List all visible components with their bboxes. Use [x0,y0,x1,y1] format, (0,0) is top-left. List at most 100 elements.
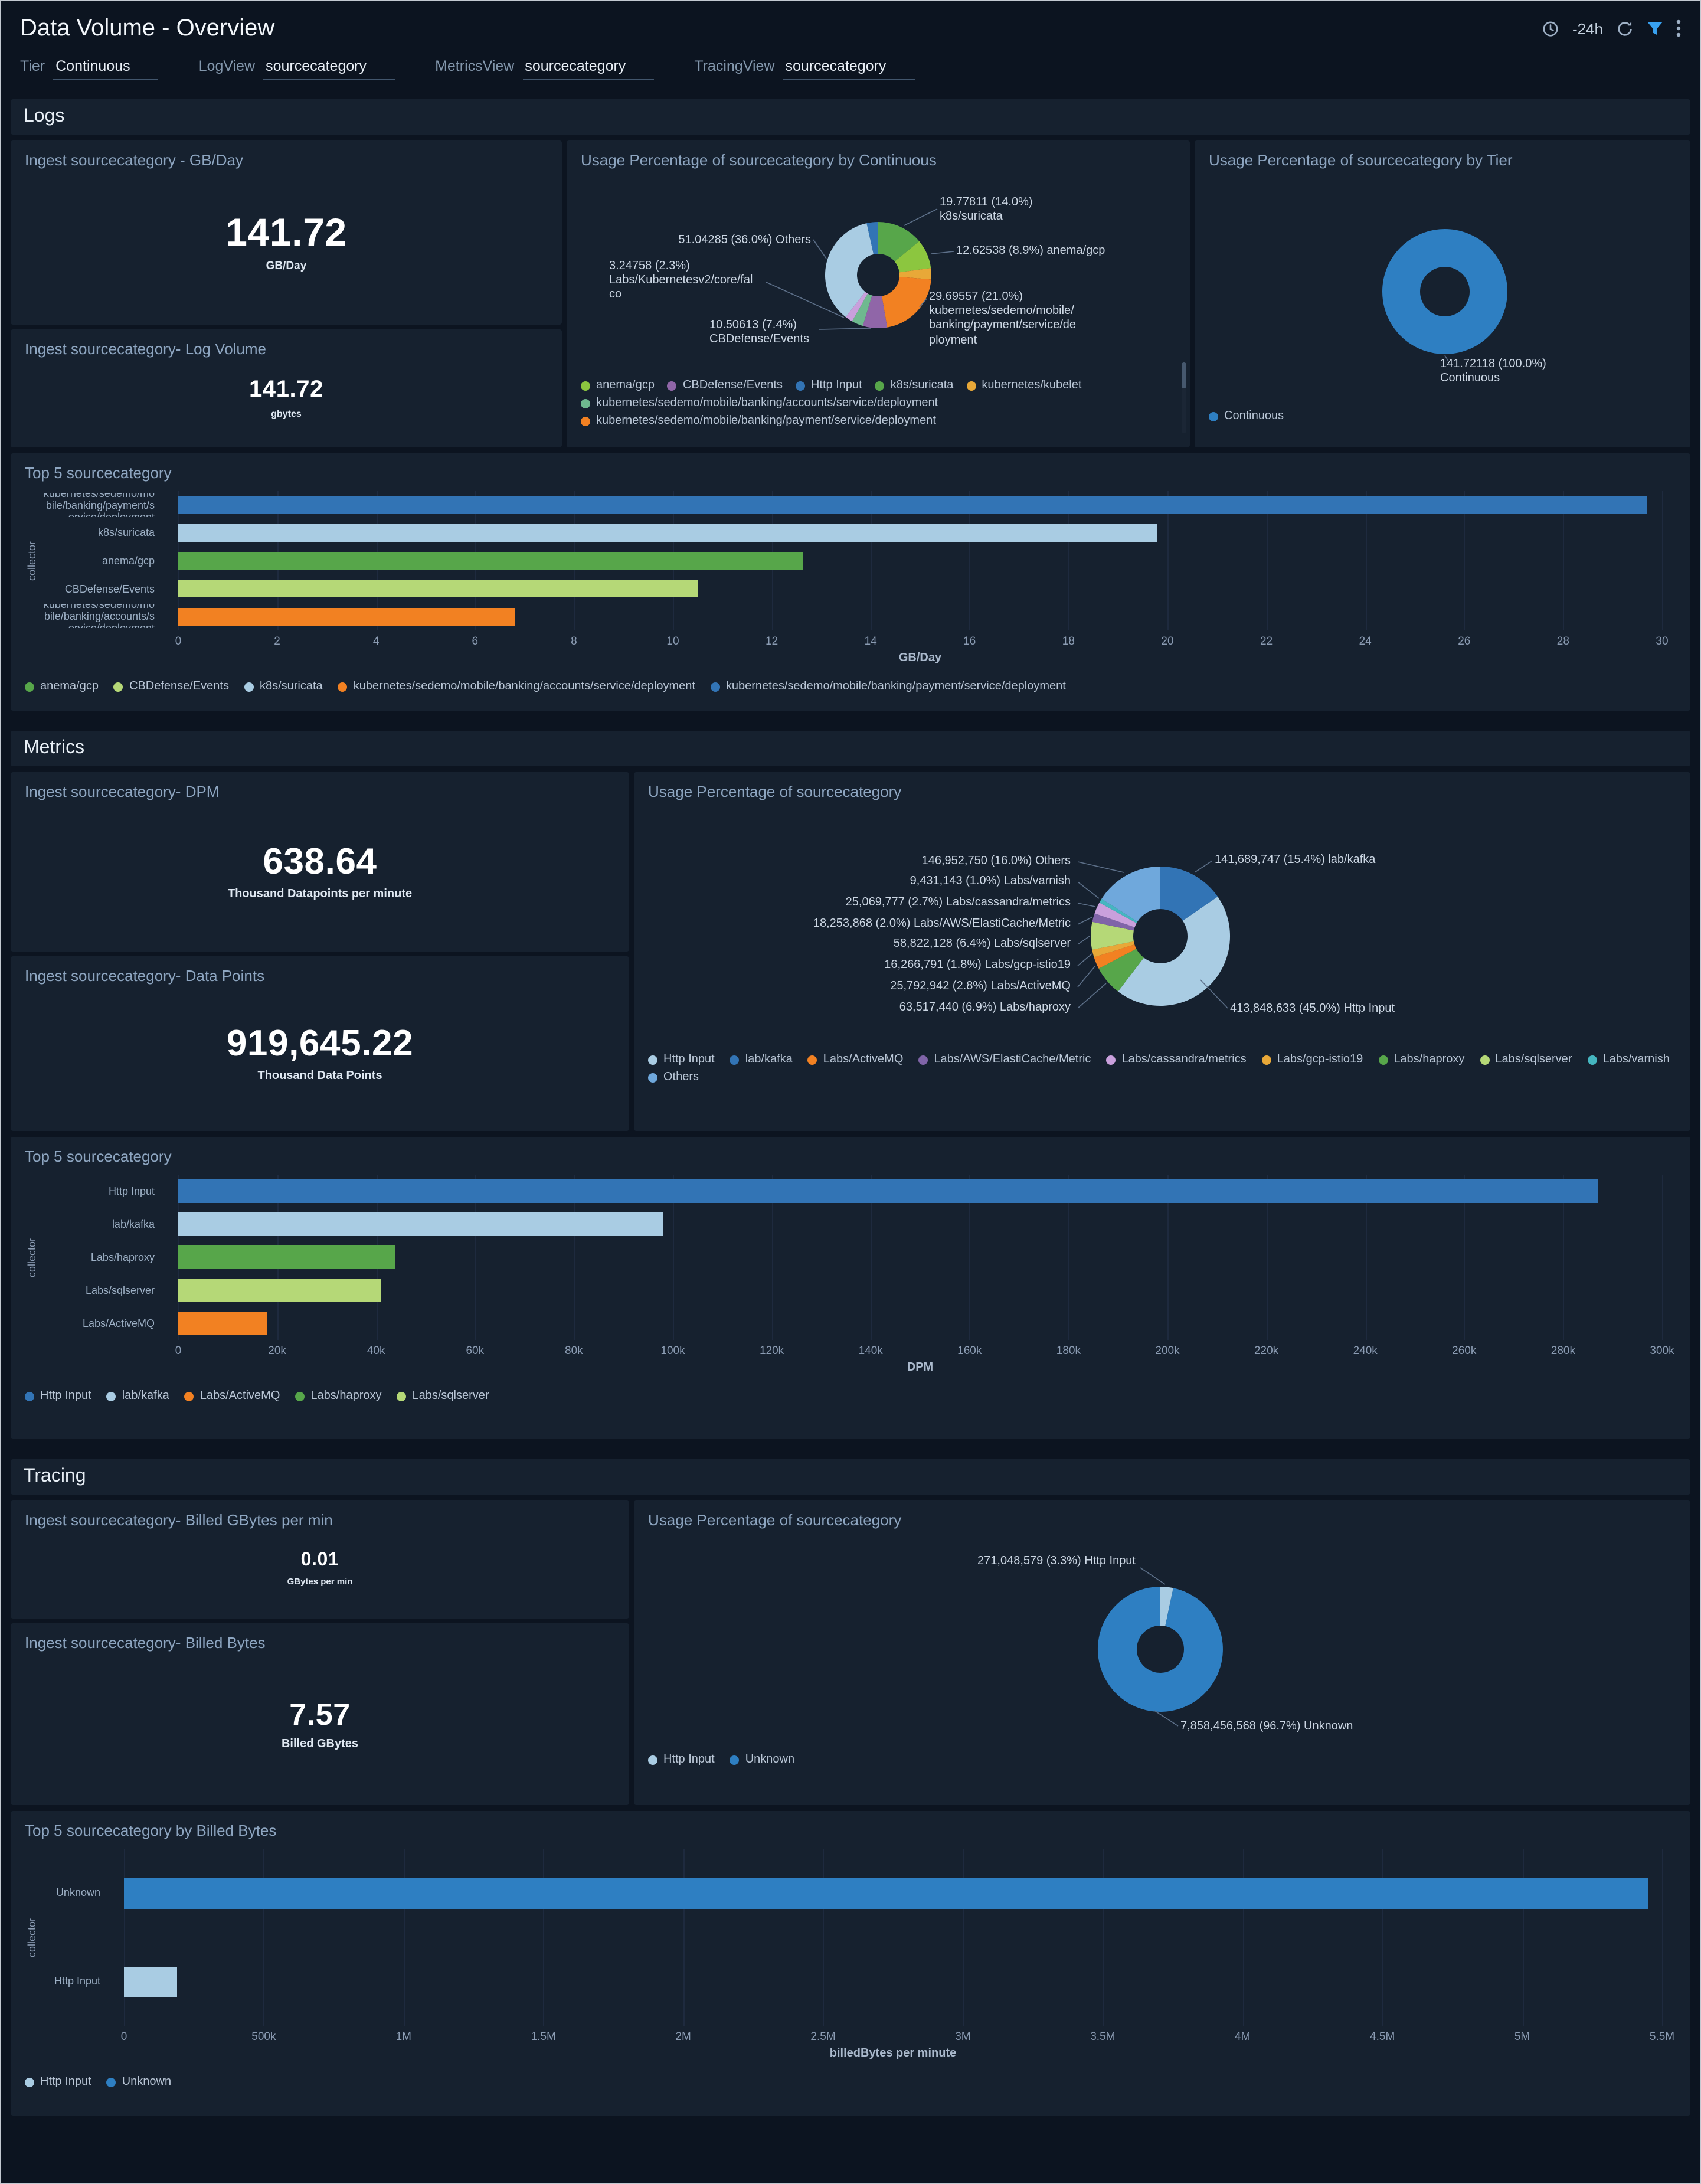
donut-slice[interactable] [862,295,888,328]
donut-slice[interactable] [1094,903,1137,927]
donut-slice[interactable] [852,293,872,326]
legend-dot [1209,411,1218,421]
legend-item[interactable]: Unknown [730,1753,794,1766]
big-value: 919,645.22 [226,1022,414,1064]
legend-item[interactable]: kubernetes/sedemo/mobile/banking/account… [338,680,695,693]
donut-slice[interactable] [1160,867,1218,921]
legend-dot [244,682,254,691]
legend-item[interactable]: Http Input [648,1753,715,1766]
metrics-usage-donut[interactable]: 146,952,750 (16.0%) Others 9,431,143 (1.0… [648,803,1676,1046]
legend-dot [648,1073,657,1082]
panel-title: Top 5 sourcecategory by Billed Bytes [25,1822,277,1839]
tracing-usage-donut[interactable]: 271,048,579 (3.3%) Http Input 7,858,456,5… [648,1531,1676,1746]
filter-value-tracingview[interactable]: sourcecategory [783,58,915,80]
legend-item[interactable]: Labs/cassandra/metrics [1106,1053,1247,1066]
legend-item[interactable]: Http Input [25,2075,91,2088]
legend-item[interactable]: Labs/haproxy [1378,1053,1464,1066]
legend-item[interactable]: lab/kafka [106,1389,169,1402]
legend-item[interactable]: Http Input [648,1053,715,1066]
donut-slice[interactable] [1099,898,1138,923]
legend-item[interactable]: kubernetes/sedemo/mobile/banking/account… [581,397,938,410]
donut-slice[interactable] [882,276,931,328]
donut-slice[interactable] [866,222,878,254]
donut-slice[interactable] [1091,921,1134,950]
filter-icon[interactable] [1647,20,1663,37]
legend-item[interactable]: Http Input [25,1389,91,1402]
legend-item[interactable]: Labs/sqlserver [397,1389,489,1402]
bar[interactable] [178,1245,396,1269]
legend-item[interactable]: kubernetes/kubelet [966,379,1081,392]
legend-item[interactable]: anema/gcp [25,680,99,693]
legend-item[interactable]: Http Input [795,379,862,392]
legend-item[interactable]: Labs/haproxy [295,1389,382,1402]
donut-slice[interactable] [1101,867,1160,922]
legend-item[interactable]: CBDefense/Events [113,680,229,693]
refresh-icon[interactable] [1616,19,1634,37]
filter-value-logview[interactable]: sourcecategory [263,58,395,80]
donut-slice[interactable] [1160,1587,1173,1626]
donut-slice[interactable] [1092,913,1135,931]
legend-label: Http Input [40,2075,91,2088]
bar[interactable] [178,1279,381,1302]
filter-value-tier[interactable]: Continuous [53,58,159,80]
legend-item[interactable]: Continuous [1209,410,1284,423]
bar[interactable] [178,580,698,598]
legend-item[interactable]: Others [648,1071,699,1084]
bar[interactable] [178,496,1647,514]
filter-value-metricsview[interactable]: sourcecategory [522,58,655,80]
legend-item[interactable]: k8s/suricata [244,680,323,693]
legend-item[interactable]: kubernetes/sedemo/mobile/banking/payment… [581,414,936,426]
axis-tick-label: 5M [1514,2031,1530,2044]
time-range[interactable]: -24h [1572,19,1603,37]
legend-item[interactable]: Labs/gcp-istio19 [1261,1053,1363,1066]
legend-dot [25,682,34,691]
legend-item[interactable]: Labs/ActiveMQ [184,1389,280,1402]
bar[interactable] [124,1878,1648,1908]
kebab-icon[interactable] [1676,19,1681,38]
legend-label: k8s/suricata [259,680,323,693]
bar[interactable] [124,1966,177,1997]
legend-item[interactable]: Labs/varnish [1587,1053,1670,1066]
bar[interactable] [178,1212,663,1236]
section-header-metrics: Metrics [11,731,1690,766]
donut-slice[interactable] [878,222,920,262]
legend-item[interactable]: Labs/ActiveMQ [807,1053,903,1066]
legend-item[interactable]: anema/gcp [581,379,655,392]
donut-slice[interactable] [1097,1587,1223,1712]
bar[interactable] [178,524,1157,542]
scrollbar-thumb[interactable] [1182,362,1186,388]
bar[interactable] [178,1179,1598,1203]
donut-slice[interactable] [1094,944,1137,969]
y-axis-label: collector [26,1237,38,1277]
legend-item[interactable]: kubernetes/sedemo/mobile/banking/payment… [710,680,1066,693]
metrics-top5-bar-chart[interactable]: collector Http Input lab/kafka Labs/haproxy… [25,1175,1676,1382]
legend-item[interactable]: Unknown [106,2075,171,2088]
bar[interactable] [178,1312,267,1335]
clock-icon[interactable] [1542,19,1559,37]
bar[interactable] [178,552,803,570]
logs-usage-continuous-donut[interactable]: 19.77811 (14.0%) k8s/suricata 12.62538 (8… [581,171,1176,372]
donut-slice[interactable] [894,241,931,273]
bar[interactable] [178,607,515,626]
donut-slice[interactable] [845,292,868,322]
callout-line [919,298,927,308]
donut-slice[interactable] [1118,897,1231,1006]
legend-item[interactable]: CBDefense/Events [667,379,783,392]
donut-slice[interactable] [899,268,932,280]
donut-slice[interactable] [1382,229,1507,354]
panel-logs-usage-continuous: Usage Percentage of sourcecategory by Co… [567,140,1190,447]
axis-tick-label: 100k [660,1345,685,1358]
legend-scrollbar[interactable] [1182,362,1186,433]
gridline [771,1175,773,1340]
donut-slice[interactable] [1092,941,1135,957]
legend-item[interactable]: lab/kafka [730,1053,793,1066]
tracing-top5-bar-chart[interactable]: collector Unknown Http Input 0 500k 1M 1.5M 2M 2… [25,1849,1676,2068]
logs-top5-bar-chart[interactable]: collector kubernetes/sedemo/mobile/bankin… [25,491,1676,673]
donut-slice[interactable] [825,223,874,318]
legend-item[interactable]: Labs/AWS/ElastiCache/Metric [918,1053,1091,1066]
legend-item[interactable]: Labs/sqlserver [1480,1053,1572,1066]
legend-item[interactable]: k8s/suricata [875,379,953,392]
logs-usage-tier-donut[interactable]: 141.72118 (100.0%) Continuous [1209,171,1676,403]
donut-slice[interactable] [1098,949,1144,992]
section-header-logs: Logs [11,99,1690,135]
